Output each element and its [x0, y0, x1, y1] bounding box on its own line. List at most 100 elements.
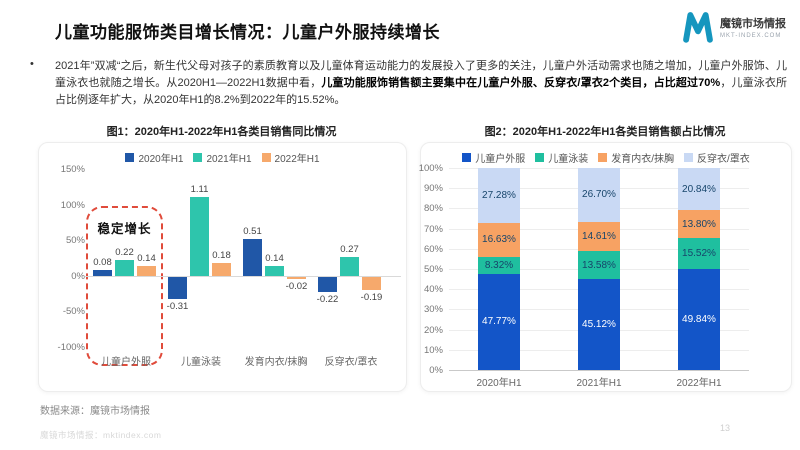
legend-label: 2020年H1: [138, 154, 184, 165]
brand-logo: 魔镜市场情报 MKT-INDEX.COM: [681, 10, 786, 44]
paragraph-bold-text: 儿童功能服饰销售额主要集中在儿童户外服、反穿衣/罩衣2个类目，占比超过70%: [321, 77, 721, 89]
stacked-bar: 45.12% 13.58% 14.61% 26.70%: [578, 168, 620, 370]
bar-segment: 15.52%: [678, 237, 720, 270]
bar-group: -0.22 0.27 -0.19: [317, 169, 384, 347]
legend-item: 儿童泳装: [535, 150, 588, 165]
page-title: 儿童功能服饰类目增长情况：儿童户外服持续增长: [55, 23, 440, 42]
bar-segment: 16.63%: [478, 223, 520, 257]
brand-domain: MKT-INDEX.COM: [720, 33, 782, 39]
legend-swatch: [125, 153, 135, 162]
brand-name: 魔镜市场情报: [720, 18, 786, 30]
bar-segment: 27.28%: [478, 168, 520, 224]
y-axis-tick: 80%: [423, 203, 443, 215]
y-axis-tick: 10%: [423, 344, 443, 356]
bar: [137, 265, 156, 276]
legend-label: 反穿衣/罩衣: [697, 154, 750, 165]
figure2-chart-card: 儿童户外服 儿童泳装 发育内衣/抹胸 反穿衣/罩衣 100% 90% 80% 70% 60% 5…: [419, 142, 792, 392]
brand-m-icon: [683, 12, 713, 43]
bar: [168, 276, 187, 299]
category-label: 2022年H1: [676, 378, 722, 389]
bar-value-label: 0.14: [137, 252, 156, 264]
data-source-note: 数据来源：魔镜市场情报: [40, 406, 150, 417]
page-number: 13: [719, 423, 730, 433]
bar: [93, 270, 112, 276]
y-axis-tick: 20%: [423, 324, 443, 336]
zero-axis-line: [85, 275, 401, 277]
y-axis-tick: -100%: [57, 342, 85, 353]
legend-item: 儿童户外服: [462, 150, 525, 165]
category-label: 2021年H1: [576, 378, 622, 389]
category-label: 2020年H1: [476, 378, 522, 389]
bar-segment: 20.84%: [678, 168, 720, 211]
stacked-bar: 47.77% 8.32% 16.63% 27.28%: [478, 168, 520, 370]
legend-swatch: [535, 153, 545, 162]
bar-segment: 45.12%: [578, 278, 620, 370]
bar-segment: 26.70%: [578, 168, 620, 222]
figure2-title: 图2：2020年H1-2022年H1各类目销售额占比情况: [484, 126, 726, 138]
legend-label: 儿童泳装: [548, 154, 589, 165]
bar-value-label: 0.22: [115, 247, 134, 259]
legend-item: 2020年H1: [125, 150, 183, 165]
bar: [362, 276, 381, 291]
bar-value-label: 0.18: [212, 249, 231, 261]
paragraph-text-2: ，儿童泳衣所占比例逐年扩大，从2020年H1的8.2%到2022年的15.52%…: [55, 77, 788, 106]
y-axis-tick: 50%: [65, 235, 85, 247]
category-label: 发育内衣/抹胸: [244, 357, 308, 368]
bar: [243, 239, 262, 276]
figure1-plot-area: 稳定增长 150% 100% 50% 0% -50% -100% 0.08 0.22 0.14 儿…: [58, 164, 401, 368]
y-axis-tick: 30%: [423, 304, 443, 316]
bar-segment: 49.84%: [678, 269, 720, 370]
bar-value-label: 0.51: [243, 226, 262, 238]
paragraph-text: 2021年”双减“之后，新生代父母对孩子的素质教育以及儿童体育运动能力的发展投入…: [55, 60, 787, 89]
stable-growth-annotation: 稳定增长: [86, 206, 163, 366]
legend-label: 2021年H1: [206, 154, 252, 165]
figure1-chart-card: 2020年H1 2021年H1 2022年H1 稳定增长 150% 100% 50% 0%…: [38, 142, 407, 392]
bar: [318, 276, 337, 293]
figure1-legend: 2020年H1 2021年H1 2022年H1: [39, 150, 406, 165]
y-axis-tick: 90%: [423, 183, 443, 195]
bar: [265, 265, 284, 276]
bar-segment: 8.32%: [478, 256, 520, 274]
bar-group: 0.51 0.14 -0.02: [243, 169, 309, 347]
y-axis-tick: 60%: [423, 243, 443, 255]
bar-value-label: 0.08: [93, 257, 112, 269]
y-axis-tick: 40%: [423, 284, 443, 296]
annotation-label: 稳定增长: [97, 222, 152, 236]
bar: [190, 196, 209, 276]
summary-paragraph: 2021年”双减“之后，新生代父母对孩子的素质教育以及儿童体育运动能力的发展投入…: [55, 58, 787, 109]
bar: [287, 276, 306, 279]
legend-label: 2022年H1: [274, 154, 320, 165]
y-axis-tick: 150%: [60, 164, 85, 175]
watermark: 魔镜市场情报：mktindex.com: [40, 430, 162, 440]
figure2-plot-area: 100% 90% 80% 70% 60% 50% 40% 30% 20% 10% 0% 47.77% 8…: [419, 163, 749, 389]
bar: [340, 256, 359, 276]
stacked-bar: 49.84% 15.52% 13.80% 20.84%: [678, 168, 720, 370]
bar: [212, 262, 231, 276]
bar-value-label: -0.19: [360, 292, 383, 304]
figure1-title: 图1：2020年H1-2022年H1各类目销售同比情况: [106, 126, 337, 138]
bar-value-label: -0.31: [166, 300, 189, 312]
category-label: 儿童泳装: [181, 357, 221, 368]
bar-value-label: 1.11: [190, 183, 209, 195]
legend-swatch: [598, 153, 608, 162]
bar-value-label: 0.27: [340, 243, 359, 255]
y-axis-tick: 0%: [429, 365, 443, 376]
category-label: 儿童户外服: [101, 357, 151, 368]
legend-label: 发育内衣/抹胸: [611, 154, 674, 165]
legend-label: 儿童户外服: [475, 154, 526, 165]
y-axis-tick: 100%: [418, 163, 443, 174]
bar-segment: 14.61%: [578, 221, 620, 252]
bar-segment: 47.77%: [478, 273, 520, 370]
x-axis-line: [449, 370, 749, 371]
legend-item: 发育内衣/抹胸: [598, 150, 674, 165]
legend-swatch: [462, 153, 472, 162]
legend-swatch: [193, 153, 203, 162]
legend-item: 反穿衣/罩衣: [684, 150, 750, 165]
bar-value-label: 0.14: [265, 252, 284, 264]
figure2-legend: 儿童户外服 儿童泳装 发育内衣/抹胸 反穿衣/罩衣: [421, 150, 791, 165]
legend-swatch: [261, 153, 271, 162]
bar-segment: 13.58%: [578, 251, 620, 279]
bar: [115, 260, 134, 276]
bar-group: -0.31 1.11 0.18: [167, 169, 234, 347]
